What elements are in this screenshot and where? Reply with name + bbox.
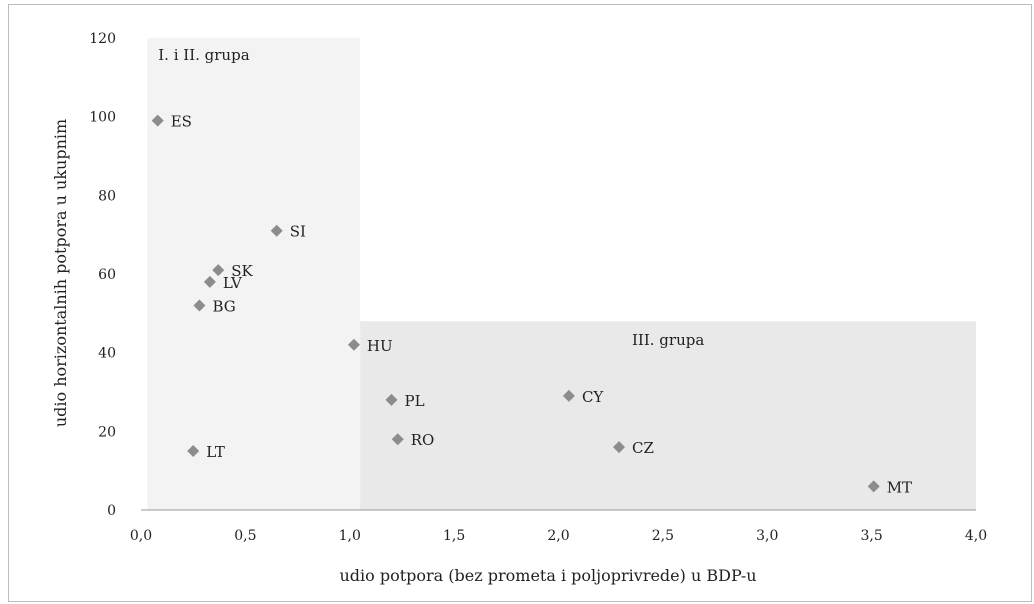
x-tick-label: 2,5 [652,528,674,544]
point-label-cy: CY [582,388,604,406]
point-label-ro: RO [411,431,435,449]
x-tick-label: 1,0 [339,528,361,544]
point-label-lv: LV [223,274,243,292]
region-2 [360,321,976,510]
point-label-cz: CZ [632,439,654,457]
x-tick-label: 0,5 [234,528,256,544]
point-es [151,114,164,127]
x-axis-label: udio potpora (bez prometa i poljoprivred… [339,566,756,585]
y-tick-label: 120 [89,31,116,47]
x-tick-label: 3,0 [756,528,778,544]
point-bg [193,299,206,312]
point-pl [385,393,398,406]
point-lv [203,275,216,288]
x-tick-label: 3,5 [860,528,882,544]
axes-layer: 0,0 0,5 1,0 1,5 2,0 2,5 3,0 3,5 4,0 0 20 40 60 80 100 1… [89,31,987,544]
regions-layer: I. i II. grupa III. grupa [147,38,976,510]
point-cz [613,441,626,454]
point-sk [212,264,225,277]
point-label-hu: HU [367,337,393,355]
point-lt [187,445,200,457]
y-tick-label: 0 [107,503,116,519]
y-tick-label: 100 [89,110,116,126]
point-label-es: ES [171,113,192,131]
region-label-1: I. i II. grupa [158,46,249,64]
point-ro [391,433,404,446]
point-cy [562,389,575,402]
point-mt [867,480,880,493]
point-label-sk: SK [231,262,253,280]
x-tick-label: 0,0 [130,528,152,544]
point-label-bg: BG [212,297,235,315]
region-1 [147,38,361,510]
region-label-2: III. grupa [632,331,704,349]
y-tick-label: 60 [98,267,116,283]
x-tick-label: 1,5 [443,528,465,544]
point-label-pl: PL [405,392,425,410]
y-axis-label: udio horizontalnih potpora u ukupnim [51,119,70,427]
y-tick-label: 20 [98,424,116,440]
point-si [270,224,283,237]
point-label-mt: MT [887,478,912,496]
point-label-si: SI [290,223,306,241]
x-tick-label: 2,0 [547,528,569,544]
y-tick-label: 80 [98,188,116,204]
x-tick-label: 4,0 [965,528,987,544]
point-hu [347,338,360,351]
point-label-lt: LT [206,443,225,461]
y-tick-label: 40 [98,346,116,362]
